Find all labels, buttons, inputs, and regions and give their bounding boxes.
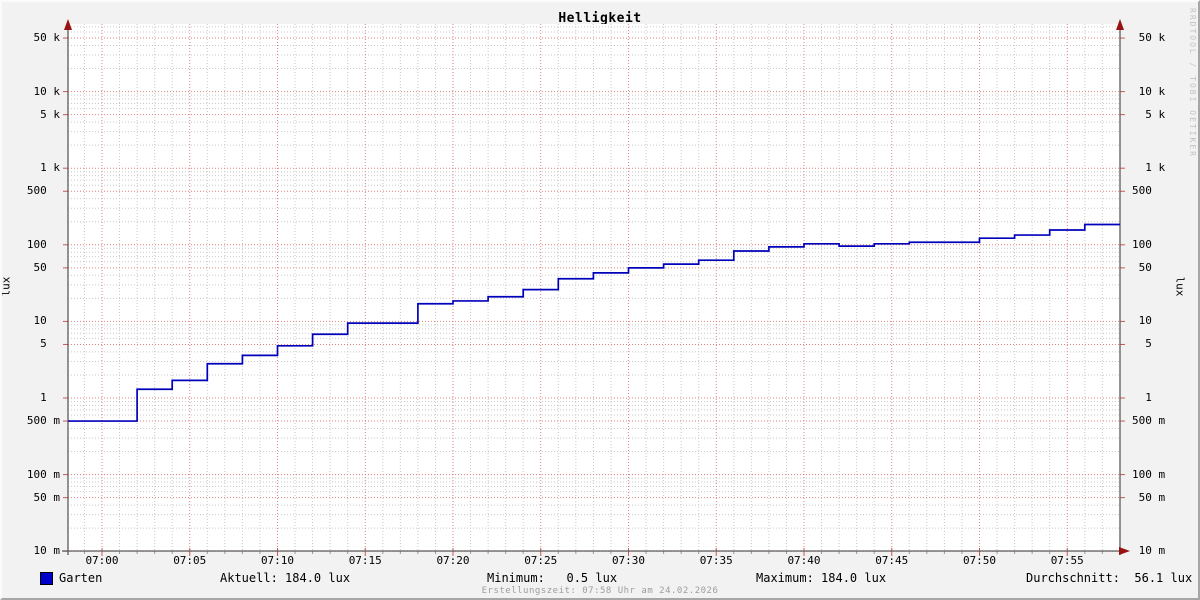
y-axis-label-left: 1 k [26,161,60,175]
legend-row: Garten Aktuell: 184.0 lux Minimum: 0.5 l… [2,571,1198,587]
x-axis-label: 07:25 [524,554,558,567]
y-axis-label-left: 500 m [26,414,60,428]
y-axis-label-right: 100 [1132,237,1166,251]
y-axis-label-right: 50 [1132,260,1166,274]
y-axis-label-left: 1 [26,391,60,404]
y-axis-label-right: 500 [1132,184,1166,198]
y-axis-label-left: 5 [26,337,60,351]
series-name: Garten [59,571,103,585]
y-axis-label-right: 5 [1132,337,1166,351]
y-axis-label-right: 1 [1132,391,1166,404]
y-axis-label-right: 100 m [1132,467,1166,481]
y-axis-label-left: 100 [26,237,60,251]
stat-minimum: Minimum: 0.5 lux [487,571,618,585]
stat-average: Durchschnitt: 56.1 lux [1026,571,1193,585]
y-axis-label-right: 1 k [1132,161,1166,175]
x-axis-label: 07:45 [875,554,909,567]
y-axis-label-right: 500 m [1132,414,1166,428]
y-axis-label-left: 500 [26,184,60,198]
y-axis-label-left: 10 [26,314,60,328]
y-axis-label-right: 50 k [1132,31,1166,45]
y-axis-unit-right: lux [1173,276,1187,297]
x-axis-label: 07:30 [611,554,646,567]
y-axis-label-left: 10 k [26,84,60,98]
y-axis-label-left: 10 m [26,544,60,558]
rrdtool-watermark: RRDTOOL / TOBI OETIKER [1188,8,1197,158]
y-axis-label-left: 50 [26,260,60,274]
x-axis-label: 07:35 [699,554,733,567]
chart-title: Helligkeit [558,11,642,26]
x-axis-label: 07:55 [1050,554,1084,567]
x-axis-label: 07:10 [260,554,295,567]
series-color-swatch [40,572,53,585]
x-axis-label: 07:50 [962,554,997,567]
y-axis-label-left: 100 m [26,467,60,481]
y-axis-label-left: 5 k [26,107,60,121]
x-axis-label: 07:00 [85,554,119,567]
stat-current: Aktuell: 184.0 lux [220,571,351,585]
y-axis-label-left: 50 k [26,31,60,45]
creation-timestamp: Erstellungszeit: 07:58 Uhr am 24.02.2026 [481,586,719,596]
x-axis-label: 07:15 [348,554,382,567]
y-axis-label-right: 50 m [1132,490,1166,504]
y-axis-label-right: 10 k [1132,84,1166,98]
x-axis-label: 07:40 [787,554,821,567]
y-axis-label-right: 10 m [1132,544,1166,558]
y-axis-label-left: 50 m [26,490,60,504]
x-axis-label: 07:05 [173,554,207,567]
stat-maximum: Maximum: 184.0 lux [756,571,887,585]
y-axis-label-right: 10 [1132,314,1166,328]
y-axis-label-right: 5 k [1132,107,1166,121]
y-axis-unit-left: lux [0,276,13,297]
x-axis-label: 07:20 [436,554,470,567]
